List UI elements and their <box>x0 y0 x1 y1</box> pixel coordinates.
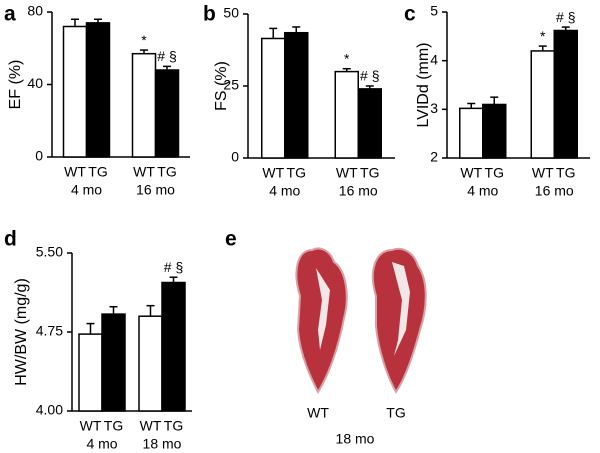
bar <box>334 70 359 159</box>
x-tick-label: TG <box>556 165 575 181</box>
y-tick-label: 2 <box>430 149 438 165</box>
x-tick-label: TG <box>164 418 183 434</box>
panel-letter: b <box>203 3 216 26</box>
image-label: WT <box>307 405 329 421</box>
group-label: 18 mo <box>143 436 182 452</box>
y-axis-label: HW/BW (mg/g) <box>13 278 30 386</box>
x-tick-label: WT <box>80 418 102 434</box>
tg-heart <box>371 247 427 394</box>
group-label: 16 mo <box>339 183 378 199</box>
y-tick-label: 4.75 <box>36 323 63 339</box>
x-tick-label: WT <box>64 164 86 180</box>
image-label: TG <box>386 405 405 421</box>
y-tick-label: 40 <box>27 75 43 91</box>
significance: # § <box>157 48 176 64</box>
y-tick-label: 50 <box>223 5 239 21</box>
bar <box>78 333 103 412</box>
y-axis-label: EF (%) <box>7 60 24 110</box>
bar <box>357 88 382 159</box>
group-label: 4 mo <box>71 182 102 198</box>
bar <box>553 29 578 159</box>
y-tick-label: 5.50 <box>36 244 63 260</box>
y-tick-label: 80 <box>27 3 43 19</box>
group-label: 16 mo <box>535 183 574 199</box>
image-caption: 18 mo <box>336 431 375 447</box>
bar <box>154 69 180 158</box>
bar <box>138 315 163 412</box>
y-tick-label: 0 <box>35 148 43 164</box>
y-axis-label: LVIDd (mm) <box>415 42 432 127</box>
group-label: 4 mo <box>86 436 117 452</box>
x-tick-label: WT <box>262 165 284 181</box>
bar <box>530 50 555 159</box>
y-tick-label: 0 <box>231 149 239 165</box>
significance: # § <box>556 9 575 25</box>
bar <box>131 52 157 158</box>
bar <box>482 103 507 159</box>
y-tick-label: 3 <box>430 100 438 116</box>
bar <box>161 281 186 412</box>
wt-chamber <box>316 268 330 350</box>
y-tick-label: 4 <box>430 51 438 67</box>
y-tick-label: 25 <box>223 77 239 93</box>
y-tick-label: 4.00 <box>36 402 63 418</box>
panel-letter: e <box>225 228 237 251</box>
x-tick-label: WT <box>133 164 155 180</box>
bar <box>459 107 484 159</box>
x-tick-label: TG <box>287 165 306 181</box>
y-axis-label: FS (%) <box>213 61 230 111</box>
heart-images: e WT TG 18 mo <box>225 228 427 447</box>
x-tick-label: WT <box>532 165 554 181</box>
significance: # § <box>164 259 183 275</box>
x-tick-label: WT <box>336 165 358 181</box>
bar <box>101 313 126 412</box>
significance: # § <box>360 68 379 84</box>
significance: * <box>344 50 350 66</box>
group-label: 4 mo <box>269 183 300 199</box>
group-label: 16 mo <box>136 182 175 198</box>
x-tick-label: TG <box>104 418 123 434</box>
x-tick-label: TG <box>360 165 379 181</box>
significance: * <box>141 32 147 48</box>
panel-letter: c <box>404 3 416 26</box>
bar <box>284 31 309 159</box>
x-tick-label: TG <box>157 164 176 180</box>
x-tick-label: WT <box>140 418 162 434</box>
x-tick-label: WT <box>460 165 482 181</box>
x-tick-label: TG <box>88 164 107 180</box>
panel-letter: d <box>4 228 17 251</box>
panel-letter: a <box>4 3 16 26</box>
bar <box>85 22 111 158</box>
x-tick-label: TG <box>485 165 504 181</box>
bar <box>62 25 88 158</box>
tg-chamber <box>392 262 410 356</box>
bar <box>261 37 286 159</box>
significance: * <box>540 28 546 44</box>
y-tick-label: 5 <box>430 3 438 19</box>
group-label: 4 mo <box>467 183 498 199</box>
